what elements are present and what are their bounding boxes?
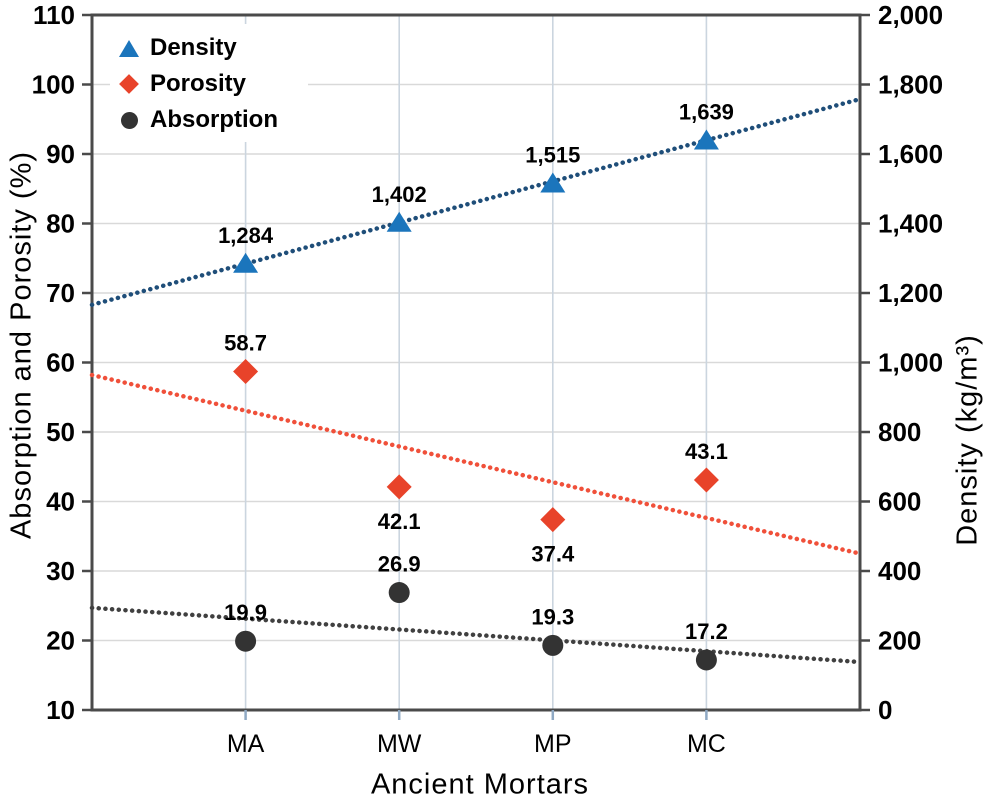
legend-label-density: Density (150, 34, 237, 61)
data-label-density: 1,284 (218, 223, 274, 248)
right-tick-label: 1,000 (878, 348, 943, 378)
right-tick-label: 1,800 (878, 70, 943, 100)
data-point-density-MA (233, 252, 259, 273)
data-point-porosity-MC (693, 467, 719, 493)
left-tick-label: 100 (32, 70, 75, 100)
trendline-absorption (89, 605, 863, 665)
x-axis-title: Ancient Mortars (370, 768, 590, 801)
data-point-density-MP (540, 172, 566, 193)
data-label-density: 1,639 (679, 99, 734, 124)
trendline-density (89, 96, 863, 308)
left-tick-label: 10 (46, 695, 75, 725)
right-tick-label: 1,200 (878, 278, 943, 308)
right-tick-label: 2,000 (878, 0, 943, 30)
right-tick-label: 200 (878, 626, 921, 656)
left-tick-label: 30 (46, 556, 75, 586)
data-label-porosity: 37.4 (531, 542, 575, 567)
data-label-absorption: 19.9 (224, 600, 267, 625)
data-label-density: 1,402 (372, 182, 427, 207)
x-tick-label: MP (534, 730, 572, 758)
data-point-absorption-MA (235, 630, 257, 652)
right-tick-label: 600 (878, 487, 921, 517)
left-tick-label: 50 (46, 417, 75, 447)
data-point-porosity-MP (540, 507, 566, 533)
right-tick-label: 800 (878, 417, 921, 447)
x-tick-label: MW (377, 730, 422, 758)
data-label-porosity: 42.1 (378, 509, 421, 534)
data-label-absorption: 17.2 (685, 619, 728, 644)
data-point-porosity-MW (386, 474, 412, 500)
data-point-porosity-MA (233, 359, 259, 385)
data-label-absorption: 26.9 (378, 552, 421, 577)
y-axis-title-right: Density (kg/m³) (951, 334, 984, 546)
left-tick-label: 110 (33, 0, 75, 30)
data-label-absorption: 19.3 (531, 604, 574, 629)
absorption-circle-icon (116, 111, 142, 129)
data-point-absorption-MC (695, 649, 717, 671)
trendline-porosity (89, 372, 863, 556)
data-point-density-MC (693, 129, 719, 150)
legend: Density Porosity Absorption (110, 24, 308, 142)
data-point-absorption-MP (542, 634, 564, 656)
left-tick-label: 60 (46, 348, 75, 378)
data-label-density: 1,515 (525, 143, 580, 168)
right-tick-label: 1,600 (878, 139, 943, 169)
y-axis-title-left: Absorption and Porosity (%) (5, 150, 38, 540)
data-label-porosity: 43.1 (685, 439, 728, 464)
density-triangle-icon (116, 39, 142, 57)
left-tick-label: 80 (46, 209, 75, 239)
legend-label-porosity: Porosity (150, 70, 247, 97)
right-tick-label: 400 (878, 556, 921, 586)
right-tick-label: 0 (878, 695, 892, 725)
x-tick-label: MA (227, 730, 265, 758)
left-tick-label: 40 (46, 487, 75, 517)
legend-label-absorption: Absorption (150, 106, 278, 133)
legend-item-porosity: Porosity (116, 66, 308, 102)
data-point-absorption-MW (388, 582, 410, 604)
legend-item-absorption: Absorption (116, 102, 308, 138)
legend-item-density: Density (116, 30, 308, 66)
left-tick-label: 90 (46, 139, 75, 169)
left-tick-label: 20 (46, 626, 75, 656)
right-tick-label: 1,400 (878, 209, 943, 239)
porosity-diamond-icon (116, 74, 142, 94)
data-point-density-MW (386, 211, 412, 232)
data-label-porosity: 58.7 (224, 331, 267, 356)
left-tick-label: 70 (46, 278, 75, 308)
x-tick-label: MC (687, 730, 726, 758)
